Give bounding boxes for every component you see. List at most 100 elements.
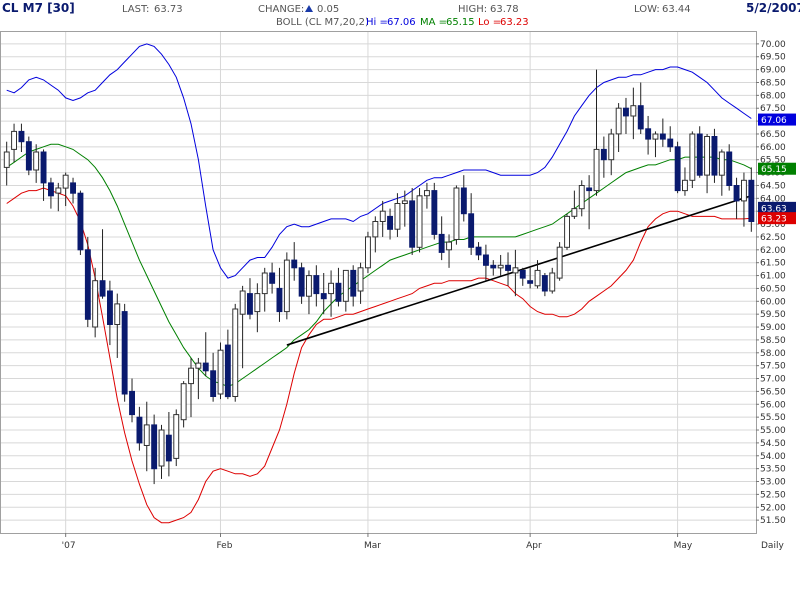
candle	[401, 190, 408, 227]
chart-svg: CL M7 [30] LAST: 63.73 CHANGE: 0.05 HIGH…	[0, 0, 800, 552]
support-trendline	[286, 194, 752, 346]
candle-body-down	[350, 269, 357, 297]
candle-body-up	[283, 259, 290, 313]
y-tick-label: 68.50	[760, 78, 786, 88]
candle-body-up	[534, 269, 541, 287]
candle	[306, 270, 312, 315]
y-tick-label: 52.00	[760, 503, 786, 513]
candle-body-down	[505, 264, 512, 271]
price-chart: CL M7 [30] LAST: 63.73 CHANGE: 0.05 HIGH…	[0, 0, 800, 552]
candle	[741, 172, 747, 227]
candle-body-up	[158, 429, 165, 467]
indicator-hi-value: 67.06	[387, 17, 416, 28]
candle-body-up	[704, 136, 710, 176]
candle	[659, 118, 666, 147]
candle	[342, 269, 349, 312]
y-tick-label: 52.50	[760, 490, 786, 500]
candle-body-down	[409, 200, 416, 248]
candle	[11, 123, 18, 163]
y-tick-label: 58.50	[760, 336, 786, 346]
candle	[379, 200, 386, 237]
candle	[512, 249, 519, 297]
candle-body-down	[298, 267, 305, 297]
y-tick-label: 63.00	[760, 220, 786, 230]
candle	[460, 175, 467, 222]
candle-body-up	[652, 133, 659, 140]
candle	[77, 190, 84, 255]
candle	[276, 267, 283, 322]
candle	[18, 123, 25, 152]
candle	[519, 267, 526, 286]
candle-body-up	[453, 187, 460, 240]
y-tick-label: 51.50	[760, 516, 786, 526]
y-tick-label: 67.50	[760, 104, 786, 114]
candle-body-down	[129, 390, 136, 416]
candle-body-down	[107, 290, 113, 325]
interval-label: Daily	[761, 541, 784, 551]
candle-body-up	[92, 280, 99, 328]
candle	[682, 167, 688, 196]
candle-body-up	[689, 133, 696, 181]
candle	[40, 149, 47, 201]
candle	[232, 303, 239, 402]
candle	[431, 182, 438, 240]
candle	[195, 357, 202, 400]
candle	[62, 172, 69, 207]
candle-body-down	[313, 275, 320, 295]
candle	[593, 69, 600, 196]
candle	[748, 167, 755, 232]
high-value: 63.78	[490, 4, 519, 15]
candle-body-up	[446, 241, 453, 251]
candle	[3, 141, 10, 186]
y-tick-label: 70.00	[760, 40, 786, 50]
candle-body-up	[593, 148, 600, 192]
change-label: CHANGE:	[258, 4, 304, 15]
y-tick-label: 66.50	[760, 130, 786, 140]
candle	[726, 144, 733, 191]
candle-body-up	[365, 236, 371, 269]
candle	[129, 378, 136, 423]
candle-body-down	[645, 128, 652, 140]
candle-body-up	[571, 208, 578, 217]
candle-body-up	[188, 367, 195, 385]
y-tick-label: 55.00	[760, 426, 786, 436]
candle	[224, 329, 231, 400]
candle-body-down	[77, 192, 84, 251]
candle-body-down	[48, 182, 54, 197]
low-value: 63.44	[662, 4, 691, 15]
candle	[468, 193, 475, 255]
candle	[637, 82, 644, 134]
candle-body-up	[342, 269, 349, 302]
candle	[387, 208, 394, 240]
candle-body-up	[217, 349, 224, 395]
candle	[615, 103, 622, 152]
candle-body-down	[320, 293, 327, 300]
candle-body-down	[696, 133, 703, 176]
y-tick-label: 53.50	[760, 465, 786, 475]
y-tick-label: 62.00	[760, 246, 786, 256]
candle-body-up	[424, 190, 430, 197]
candle-body-up	[372, 221, 379, 238]
candle	[92, 267, 99, 338]
candle	[564, 213, 570, 250]
candle	[180, 381, 187, 428]
candle	[84, 236, 91, 328]
candle-body-down	[291, 259, 298, 269]
candle	[239, 285, 246, 369]
candle	[534, 260, 541, 289]
candle	[608, 128, 615, 176]
candle-body-up	[564, 215, 570, 248]
candle	[689, 131, 696, 189]
y-tick-label: 56.00	[760, 400, 786, 410]
candle-body-up	[549, 272, 556, 292]
y-tick-label: 62.50	[760, 233, 786, 243]
candle	[541, 272, 548, 297]
candle	[328, 270, 335, 317]
y-tick-label: 68.00	[760, 91, 786, 101]
candle	[490, 260, 497, 276]
candle-body-up	[239, 290, 246, 315]
y-tick-label: 69.50	[760, 53, 786, 63]
y-tick-label: 60.50	[760, 284, 786, 294]
candle-body-down	[586, 187, 593, 192]
candle-body-up	[615, 107, 622, 135]
